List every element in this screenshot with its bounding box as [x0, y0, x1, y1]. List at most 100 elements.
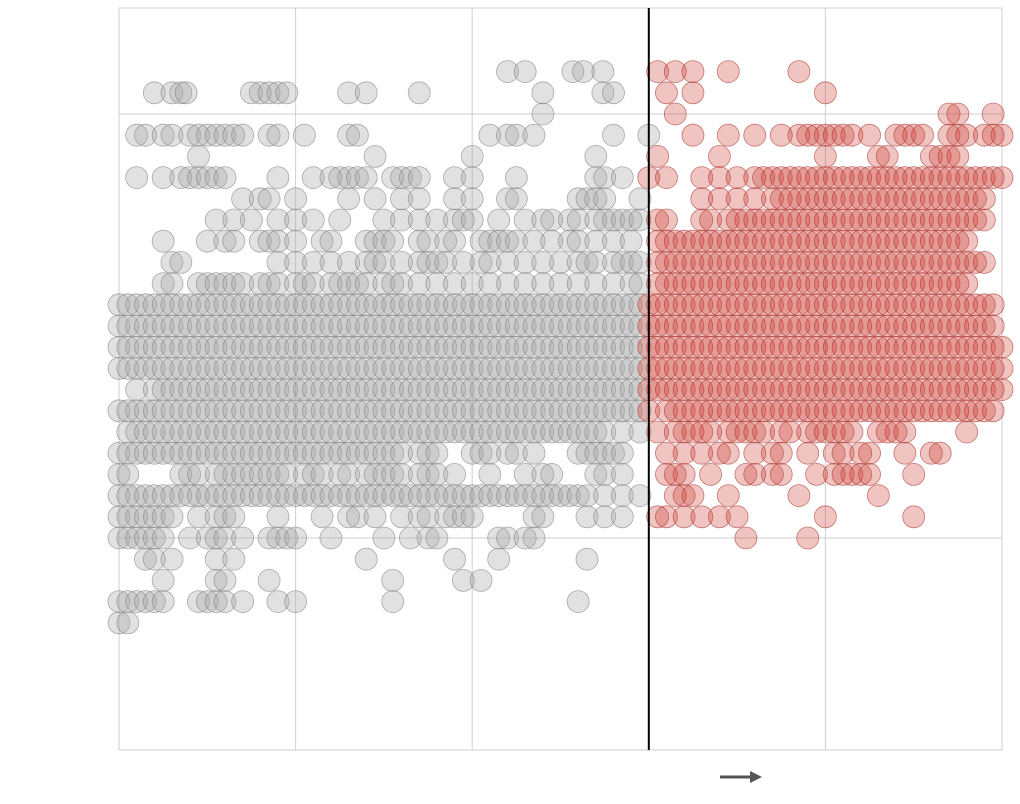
data-point: [451, 399, 475, 423]
data-point: [849, 335, 873, 359]
data-point: [213, 399, 237, 423]
data-point: [628, 484, 652, 508]
data-point: [151, 229, 175, 253]
data-point: [195, 123, 219, 147]
data-point: [557, 378, 581, 402]
data-point: [584, 356, 608, 380]
data-point: [293, 314, 316, 338]
data-point: [337, 420, 360, 444]
data-point: [752, 314, 775, 338]
data-point: [743, 378, 767, 402]
data-point: [425, 399, 449, 423]
data-point: [328, 293, 352, 317]
data-point: [354, 356, 378, 380]
data-point: [416, 293, 440, 317]
data-point: [204, 208, 228, 232]
data-point: [805, 229, 828, 253]
data-point: [337, 378, 360, 402]
data-point: [875, 378, 899, 402]
data-point: [443, 314, 466, 338]
data-point: [160, 420, 184, 444]
data-point: [275, 293, 299, 317]
data-point: [301, 420, 325, 444]
data-point: [513, 60, 537, 83]
data-point: [504, 123, 528, 147]
data-point: [187, 166, 210, 190]
data-point: [142, 441, 166, 465]
data-point: [346, 314, 369, 338]
data-point: [204, 378, 228, 402]
data-point: [425, 378, 449, 402]
data-point: [451, 335, 475, 359]
data-point: [769, 123, 793, 147]
data-point: [469, 378, 493, 402]
data-point: [275, 462, 299, 486]
data-point: [407, 81, 431, 105]
data-point: [204, 272, 228, 296]
data-point: [769, 208, 793, 232]
data-point: [469, 293, 493, 317]
data-point: [310, 420, 334, 444]
data-point: [178, 378, 202, 402]
data-point: [725, 378, 749, 402]
data-point: [248, 378, 272, 402]
data-point: [310, 441, 334, 465]
data-point: [602, 123, 625, 147]
data-point: [187, 441, 210, 465]
data-point: [443, 229, 466, 253]
data-point: [231, 314, 255, 338]
data-point: [487, 314, 511, 338]
data-point: [142, 547, 166, 571]
data-point: [204, 123, 228, 147]
data-point: [390, 441, 413, 465]
data-point: [496, 420, 519, 444]
data-point: [805, 123, 828, 147]
data-point: [875, 335, 899, 359]
data-point: [284, 272, 308, 296]
data-point: [195, 229, 219, 253]
data-point: [716, 356, 740, 380]
data-point: [787, 356, 811, 380]
data-point: [293, 335, 316, 359]
data-point: [866, 187, 890, 211]
data-point: [593, 484, 617, 508]
data-point: [240, 335, 263, 359]
data-point: [796, 399, 820, 423]
data-point: [690, 378, 714, 402]
data-point: [134, 420, 157, 444]
data-point: [407, 272, 431, 296]
data-point: [787, 229, 811, 253]
data-point: [619, 229, 643, 253]
data-point: [858, 335, 881, 359]
data-point: [460, 293, 484, 317]
data-point: [716, 250, 740, 274]
data-point: [822, 272, 846, 296]
data-point: [752, 399, 775, 423]
data-point: [169, 314, 193, 338]
data-point: [858, 272, 881, 296]
data-point: [407, 378, 431, 402]
data-point: [513, 250, 537, 274]
data-point: [257, 81, 281, 105]
data-point: [478, 229, 502, 253]
data-point: [407, 356, 431, 380]
data-point: [266, 505, 290, 529]
data-point: [504, 314, 528, 338]
data-point: [116, 314, 140, 338]
data-point: [125, 399, 149, 423]
data-point: [354, 420, 378, 444]
data-point: [690, 229, 714, 253]
data-point: [204, 293, 228, 317]
data-point: [407, 484, 431, 508]
data-point: [540, 314, 564, 338]
data-point: [681, 484, 705, 508]
data-point: [478, 420, 502, 444]
data-point: [284, 526, 308, 550]
data-point: [310, 293, 334, 317]
data-point: [478, 399, 502, 423]
data-point: [460, 166, 484, 190]
data-point: [752, 208, 775, 232]
data-point: [451, 420, 475, 444]
data-point: [160, 399, 184, 423]
data-point: [708, 356, 731, 380]
